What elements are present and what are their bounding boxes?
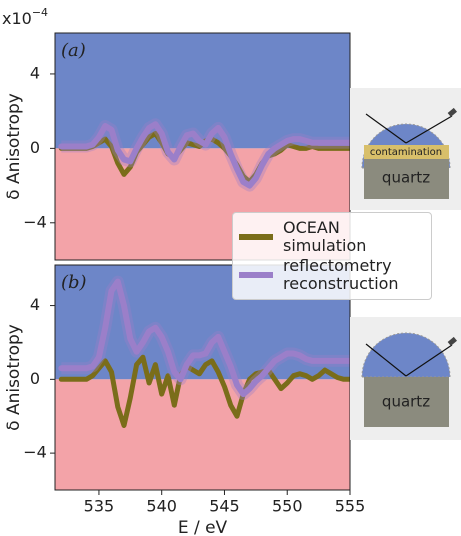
x-tick-label: 550: [272, 497, 303, 516]
y-tick-label: 0: [30, 138, 40, 157]
detector: [447, 107, 457, 117]
dome: [361, 332, 451, 378]
inset-substrate-label: quartz: [382, 169, 430, 187]
inset-substrate-label: quartz: [382, 393, 430, 411]
x-tick-label: 545: [209, 497, 240, 516]
inset-layer-label: contamination: [370, 147, 442, 158]
x-tick-label: 535: [84, 497, 115, 516]
series-line: [58, 278, 353, 398]
x-tick-label: 540: [146, 497, 177, 516]
panel-label: (b): [61, 272, 87, 293]
y-tick-label: 4: [30, 63, 40, 82]
inset-b: quartz: [350, 317, 461, 440]
beam-out: [405, 115, 453, 144]
negative-region: [55, 379, 350, 490]
legend-swatch: [239, 234, 273, 240]
legend-label: OCEAN simulation: [283, 218, 367, 255]
series-line: [58, 121, 353, 189]
contamination-layer: [364, 145, 449, 159]
y-axis-label: δ Anisotropy: [4, 93, 24, 200]
offset-exponent: −4: [32, 6, 48, 19]
beam-in: [365, 343, 407, 377]
legend: OCEAN simulation reflectometry reconstruc…: [232, 212, 432, 300]
beam-out: [405, 344, 453, 377]
y-tick-label: −4: [23, 212, 47, 231]
x-axis-label: E / eV: [178, 518, 228, 536]
y-tick-label: 4: [30, 295, 40, 314]
x-tick-label: 555: [335, 497, 366, 516]
inset-a: contamination quartz: [350, 88, 461, 210]
legend-entry: OCEAN simulation: [239, 219, 425, 255]
legend-swatch: [239, 272, 273, 278]
y-tick-label: 0: [30, 369, 40, 388]
offset-base: x10: [2, 9, 32, 28]
offset-label: x10−4: [2, 6, 48, 28]
panel-label: (a): [61, 40, 86, 61]
legend-label: reflectometry reconstruction: [283, 256, 399, 293]
series-line: [58, 354, 353, 428]
detector: [447, 336, 457, 346]
quartz-block: [364, 159, 449, 199]
quartz-block: [364, 377, 449, 427]
y-tick-label: −4: [23, 443, 47, 462]
y-axis-label: δ Anisotropy: [4, 324, 24, 431]
beam-in: [365, 113, 407, 144]
legend-entry: reflectometry reconstruction: [239, 257, 425, 293]
